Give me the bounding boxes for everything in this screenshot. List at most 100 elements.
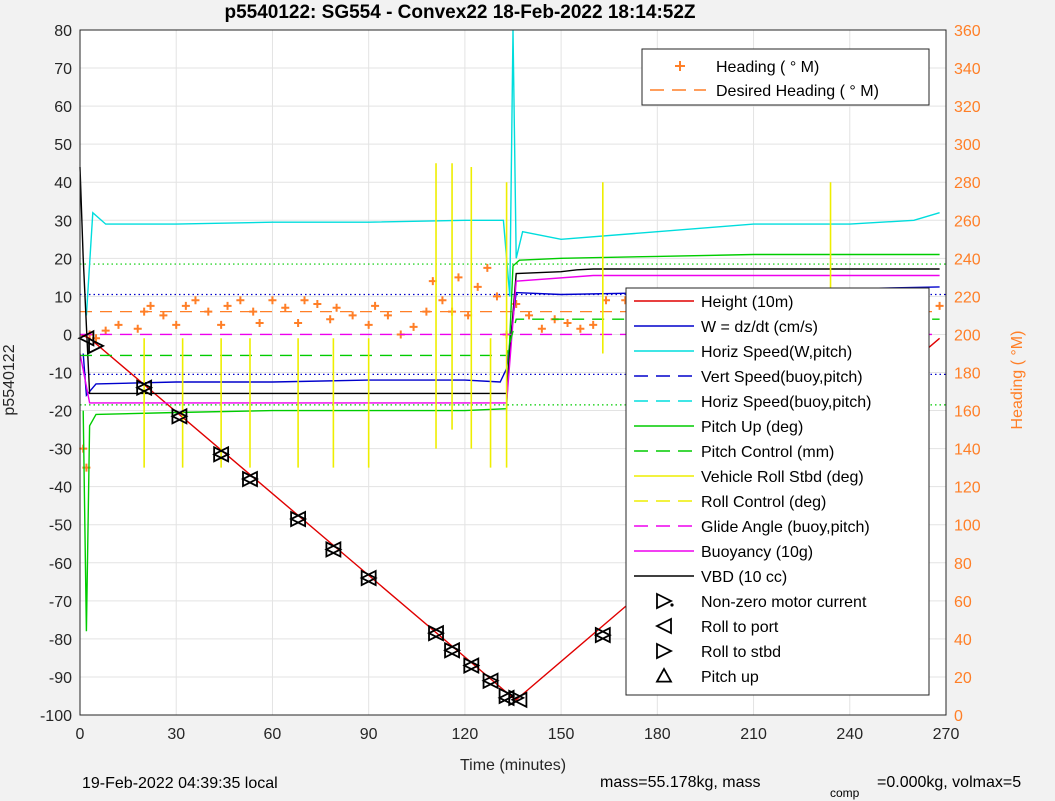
legend-label: VBD (10 cc) <box>701 569 787 586</box>
y2-tick-label: 340 <box>954 61 981 78</box>
y-tick-label: 20 <box>54 251 72 268</box>
x-tick-label: 240 <box>836 726 863 743</box>
heading-point <box>563 319 572 328</box>
heading-point <box>313 300 322 308</box>
legend-label: Buoyancy (10g) <box>701 544 813 561</box>
legend-label: Horiz Speed(buoy,pitch) <box>701 394 871 411</box>
x-tick-label: 0 <box>76 726 85 743</box>
y-tick-label: 30 <box>54 213 72 230</box>
heading-point <box>371 301 380 310</box>
legend-label: Glide Angle (buoy,pitch) <box>701 519 870 536</box>
heading-point <box>348 311 357 320</box>
legend-heading: Heading ( ° M) Desired Heading ( ° M) <box>641 48 930 106</box>
roll-port-marker <box>135 379 153 397</box>
footer-local-time: 19-Feb-2022 04:39:35 local <box>82 775 278 792</box>
legend-label: Roll to stbd <box>701 644 781 661</box>
y-tick-label: -30 <box>49 442 72 459</box>
y2-tick-label: 200 <box>954 327 981 344</box>
x-tick-label: 30 <box>167 726 185 743</box>
heading-point <box>326 315 335 324</box>
legend-label: Pitch Up (deg) <box>701 419 803 436</box>
heading-point <box>159 311 168 320</box>
plot-frame <box>79 29 947 716</box>
y-tick-label: -10 <box>49 366 72 383</box>
heading-point <box>383 311 392 320</box>
legend-swatch <box>670 603 674 607</box>
legend-swatch <box>655 667 673 683</box>
legend-swatch <box>656 642 674 660</box>
heading-point <box>422 307 431 316</box>
y2-tick-label: 140 <box>954 442 981 459</box>
legend-label: Horiz Speed(W,pitch) <box>701 344 852 361</box>
heading-point <box>438 296 447 305</box>
y2-tick-label: 320 <box>954 99 981 116</box>
heading-point <box>101 326 110 335</box>
roll-stbd-marker <box>498 687 516 705</box>
roll-port-marker <box>427 624 444 642</box>
legend-label: Roll to port <box>701 619 779 636</box>
x-tick-label: 210 <box>740 726 767 743</box>
heading-point <box>249 307 258 316</box>
x-tick-label: 150 <box>548 726 575 743</box>
series-vbd <box>79 166 940 395</box>
y2-tick-label: 120 <box>954 480 981 497</box>
heading-point <box>172 320 181 329</box>
heading-point <box>483 263 492 272</box>
y2-axis-label: Heading ( °M) <box>1009 331 1026 430</box>
x-tick-label: 180 <box>644 726 671 743</box>
y2-tick-label: 360 <box>954 23 981 40</box>
legend-label: Pitch Control (mm) <box>701 444 834 461</box>
legend-swatch <box>656 592 674 610</box>
roll-port-marker <box>481 672 499 690</box>
roll-port-marker <box>359 569 377 587</box>
y-tick-label: 40 <box>54 175 72 192</box>
heading-point <box>300 296 309 305</box>
chart-title: p5540122: SG554 - Convex22 18-Feb-2022 1… <box>224 2 695 23</box>
y2-tick-label: 60 <box>954 594 972 611</box>
roll-port-marker <box>77 329 95 347</box>
heading-point <box>473 282 482 291</box>
y-tick-label: 50 <box>54 137 72 154</box>
y2-tick-label: 40 <box>954 632 972 649</box>
y2-tick-label: 0 <box>954 708 963 725</box>
legend-heading-label: Heading ( ° M) <box>716 59 819 76</box>
heading-point <box>133 324 142 333</box>
y2-tick-label: 180 <box>954 366 981 383</box>
reference-lines <box>80 263 946 406</box>
y2-tick-label: 280 <box>954 175 981 192</box>
heading-point <box>236 296 245 305</box>
y2-tick-label: 80 <box>954 556 972 573</box>
y-tick-label: -20 <box>49 404 72 421</box>
legend-main-box <box>625 287 930 696</box>
legend-main: Height (10m) W = dz/dt (cm/s) Horiz Speed(… <box>625 287 930 696</box>
heading-point <box>935 301 944 310</box>
footer-mass-sub: comp <box>830 786 860 800</box>
heading-point <box>181 301 190 310</box>
footer-mass: mass=55.178kg, mass <box>600 774 761 791</box>
roll-port-marker <box>170 407 188 425</box>
y2-tick-label: 160 <box>954 404 981 421</box>
y-axis-right: 3603403203002802602402202001801601401201… <box>954 23 981 725</box>
footer-volmax: =0.000kg, volmax=5 <box>877 774 1021 791</box>
legend-label: W = dz/dt (cm/s) <box>701 319 818 336</box>
y-tick-label: -50 <box>49 518 72 535</box>
heading-point <box>140 307 149 316</box>
heading-point <box>146 301 155 310</box>
roll-port-marker <box>593 626 611 644</box>
legend-heading-box <box>641 48 930 106</box>
x-tick-label: 270 <box>933 726 960 743</box>
y-tick-label: -60 <box>49 556 72 573</box>
x-axis-label: Time (minutes) <box>460 757 566 774</box>
series-buoyancy <box>79 274 940 404</box>
y2-tick-label: 260 <box>954 213 981 230</box>
heading-point <box>492 292 501 301</box>
roll-port-marker <box>289 510 307 528</box>
roll-port-marker <box>212 445 230 463</box>
heading-point <box>525 311 534 320</box>
heading-point <box>589 320 598 329</box>
legend-swatch <box>654 617 672 635</box>
heading-point <box>537 324 546 333</box>
series-pitch_up <box>82 253 940 632</box>
series-horiz_speed <box>85 29 940 316</box>
